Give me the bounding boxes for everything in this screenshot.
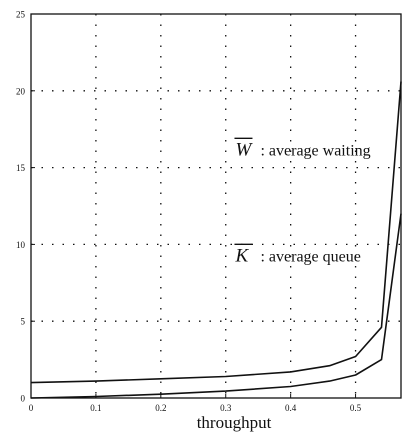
annotations: W : average waiting K : average queue <box>234 138 370 266</box>
series-layer <box>31 82 401 398</box>
annotation-1: W : average waiting <box>234 138 370 160</box>
y-tick-label: 10 <box>16 240 26 250</box>
y-tick-label: 0 <box>21 394 26 404</box>
annotation-2: K : average queue <box>234 244 360 266</box>
annotation-symbol: K <box>234 245 249 266</box>
x-axis-label: throughput <box>197 413 272 432</box>
annotation-text: : average queue <box>260 248 360 265</box>
series-line-2 <box>31 214 401 398</box>
x-tick-label: 0.5 <box>350 403 362 413</box>
annotation-text: : average waiting <box>260 142 370 159</box>
x-tick-label: 0 <box>29 403 34 413</box>
y-tick-label: 20 <box>16 86 26 96</box>
plot-frame <box>31 14 401 398</box>
x-tick-label: 0.1 <box>90 403 101 413</box>
grid-layer <box>31 14 401 398</box>
series-line-1 <box>31 82 401 383</box>
x-tick-label: 0.2 <box>155 403 166 413</box>
y-tick-label: 15 <box>16 163 26 173</box>
x-tick-label: 0.3 <box>220 403 232 413</box>
y-tick-label: 5 <box>21 317 26 327</box>
y-tick-label: 25 <box>16 10 26 20</box>
tick-labels: 0 0.1 0.2 0.3 0.4 0.5 0 5 10 15 20 25 <box>16 10 362 414</box>
x-tick-label: 0.4 <box>285 403 297 413</box>
annotation-symbol: W <box>235 139 253 160</box>
